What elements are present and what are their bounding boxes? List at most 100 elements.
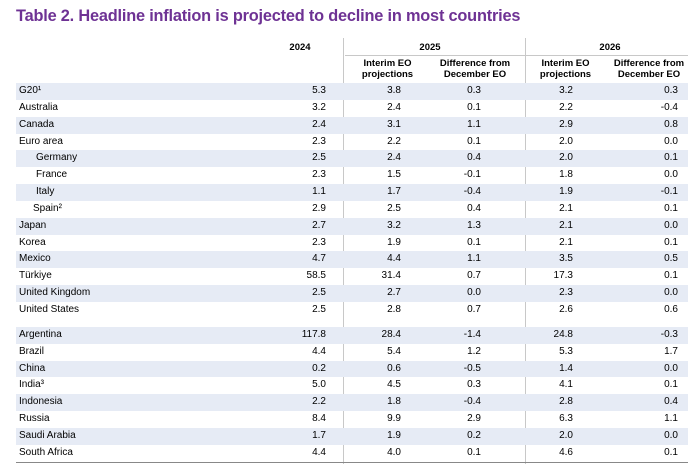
cell-value-v2024: 4.4 xyxy=(312,345,326,357)
cell-value-i2025: 2.4 xyxy=(387,101,401,113)
cell-value-d2026: 1.1 xyxy=(664,413,678,425)
row-label: Italy xyxy=(36,186,55,198)
cell-value-v2024: 2.2 xyxy=(312,396,326,408)
cell-value-d2025: 0.1 xyxy=(467,446,481,458)
row-label: Japan xyxy=(19,219,47,231)
cell-value-i2026: 5.3 xyxy=(559,345,573,357)
cell-value-i2025: 5.4 xyxy=(387,345,401,357)
header-diff-2026: Difference from December EO xyxy=(613,58,685,80)
cell-value-d2026: 0.0 xyxy=(664,135,678,147)
row-label: Mexico xyxy=(19,253,51,265)
row-label: Korea xyxy=(19,236,46,248)
cell-value-i2025: 28.4 xyxy=(381,328,401,340)
cell-value-d2026: 0.1 xyxy=(664,236,678,248)
cell-value-i2026: 1.8 xyxy=(559,169,573,181)
cell-value-d2026: 0.4 xyxy=(664,396,678,408)
table-row: Italy 1.1 1.7 -0.4 1.9 -0.1 xyxy=(16,184,688,201)
cell-value-i2025: 4.5 xyxy=(387,379,401,391)
cell-value-d2025: 0.1 xyxy=(467,101,481,113)
table-row: Spain² 2.9 2.5 0.4 2.1 0.1 xyxy=(16,201,688,218)
cell-value-d2025: 0.0 xyxy=(467,287,481,299)
cell-value-v2024: 2.5 xyxy=(312,303,326,315)
cell-value-v2024: 5.3 xyxy=(312,85,326,96)
cell-value-i2026: 2.2 xyxy=(559,101,573,113)
cell-value-i2026: 2.3 xyxy=(559,287,573,299)
row-label: Germany xyxy=(36,152,78,164)
cell-value-d2026: 0.0 xyxy=(664,219,678,231)
cell-value-d2026: 0.0 xyxy=(664,429,678,441)
cell-value-d2025: 0.4 xyxy=(467,152,481,164)
cell-value-i2025: 4.4 xyxy=(387,253,401,265)
header-2026: 2026 xyxy=(599,42,621,53)
cell-value-i2026: 24.8 xyxy=(553,328,573,340)
cell-value-d2025: 1.3 xyxy=(467,219,481,231)
table-row: Saudi Arabia 1.7 1.9 0.2 2.0 0.0 xyxy=(16,427,688,445)
cell-value-v2024: 2.5 xyxy=(312,152,326,164)
cell-value-d2026: 0.0 xyxy=(664,169,678,181)
cell-value-i2026: 2.0 xyxy=(559,152,573,164)
cell-value-i2026: 1.4 xyxy=(559,362,573,374)
cell-value-v2024: 1.7 xyxy=(312,429,326,441)
cell-value-i2025: 1.7 xyxy=(387,186,401,198)
row-label: Spain² xyxy=(33,202,62,214)
table-row: Germany 2.5 2.4 0.4 2.0 0.1 xyxy=(16,150,688,168)
cell-value-d2026: 0.6 xyxy=(664,303,678,315)
table-row: France 2.3 1.5 -0.1 1.8 0.0 xyxy=(16,167,688,184)
cell-value-v2024: 2.3 xyxy=(312,135,326,147)
cell-value-i2026: 2.8 xyxy=(559,396,573,408)
table-body: G20¹ 5.3 3.8 0.3 3.2 0.3 Australia 3.2 2.4 0.1 2.2… xyxy=(16,83,688,463)
row-label: Argentina xyxy=(19,328,62,340)
table-row: United Kingdom 2.5 2.7 0.0 2.3 0.0 xyxy=(16,285,688,302)
cell-value-v2024: 2.3 xyxy=(312,169,326,181)
cell-value-d2026: 0.3 xyxy=(664,85,678,96)
row-label: Brazil xyxy=(19,345,45,357)
cell-value-d2026: 0.5 xyxy=(664,253,678,265)
cell-value-i2025: 1.9 xyxy=(387,236,401,248)
cell-value-d2025: -0.1 xyxy=(463,169,481,181)
cell-value-d2026: 0.8 xyxy=(664,118,678,130)
cell-value-i2026: 17.3 xyxy=(553,270,573,282)
table-row: Türkiye 58.5 31.4 0.7 17.3 0.1 xyxy=(16,268,688,285)
cell-value-v2024: 3.2 xyxy=(312,101,326,113)
cell-value-d2026: 0.1 xyxy=(664,446,678,458)
cell-value-v2024: 5.0 xyxy=(312,379,326,391)
table-title: Table 2. Headline inflation is projected… xyxy=(16,6,521,25)
cell-value-d2026: -0.3 xyxy=(660,328,678,340)
table-row: South Africa 4.4 4.0 0.1 4.6 0.1 xyxy=(16,445,688,462)
cell-value-i2026: 3.5 xyxy=(559,253,573,265)
cell-value-i2026: 2.0 xyxy=(559,135,573,147)
cell-value-i2025: 1.8 xyxy=(387,396,401,408)
table-bottom-border xyxy=(16,461,688,463)
cell-value-i2026: 2.1 xyxy=(559,219,573,231)
cell-value-d2026: 0.1 xyxy=(664,270,678,282)
cell-value-i2025: 2.2 xyxy=(387,135,401,147)
table-row: Indonesia 2.2 1.8 -0.4 2.8 0.4 xyxy=(16,394,688,412)
row-label: China xyxy=(19,362,46,374)
cell-value-i2025: 31.4 xyxy=(381,270,401,282)
table-row: G20¹ 5.3 3.8 0.3 3.2 0.3 xyxy=(16,83,688,100)
cell-value-i2025: 2.7 xyxy=(387,287,401,299)
cell-value-v2024: 8.4 xyxy=(312,413,326,425)
header-2025: 2025 xyxy=(419,42,441,53)
header-interim-2025: Interim EO projections xyxy=(361,58,414,80)
table-row: Canada 2.4 3.1 1.1 2.9 0.8 xyxy=(16,116,688,134)
row-label: United Kingdom xyxy=(19,287,91,299)
cell-value-i2025: 3.2 xyxy=(387,219,401,231)
cell-value-i2025: 2.8 xyxy=(387,303,401,315)
cell-value-i2026: 2.9 xyxy=(559,118,573,130)
row-label: India³ xyxy=(19,379,45,391)
cell-value-v2024: 2.3 xyxy=(312,236,326,248)
row-label: United States xyxy=(19,303,80,315)
row-label: Indonesia xyxy=(19,396,63,408)
cell-value-i2026: 4.1 xyxy=(559,379,573,391)
cell-value-v2024: 1.1 xyxy=(312,186,326,198)
cell-value-i2026: 1.9 xyxy=(559,186,573,198)
cell-value-d2025: 0.4 xyxy=(467,202,481,214)
row-label: Euro area xyxy=(19,135,63,147)
cell-value-d2025: 0.3 xyxy=(467,379,481,391)
table-row: Australia 3.2 2.4 0.1 2.2 -0.4 xyxy=(16,100,688,117)
cell-value-d2025: 0.1 xyxy=(467,135,481,147)
table-row: Russia 8.4 9.9 2.9 6.3 1.1 xyxy=(16,411,688,428)
cell-value-v2024: 0.2 xyxy=(312,362,326,374)
cell-value-d2026: 0.1 xyxy=(664,152,678,164)
